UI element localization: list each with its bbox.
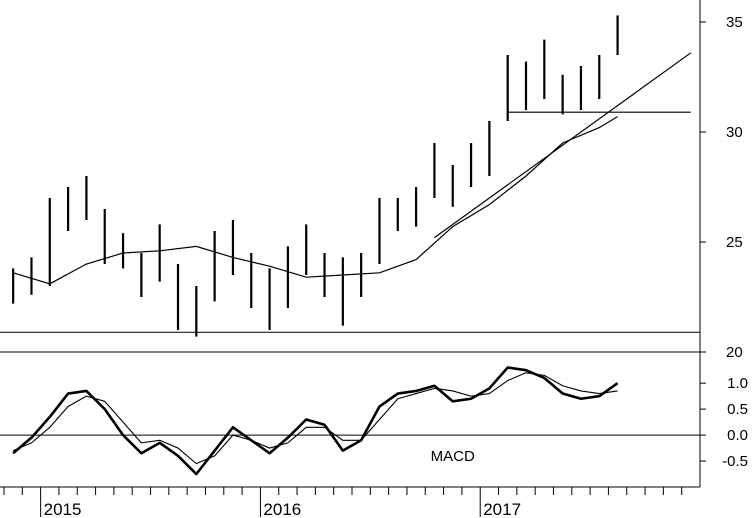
price-tick-label: 25 <box>726 234 743 251</box>
year-label: 2015 <box>44 500 82 518</box>
macd-panel: -0.5 0.0 0.5 1.0 MACD <box>0 366 748 476</box>
macd-tick-label: 0.5 <box>727 401 748 418</box>
year-label: 2016 <box>263 500 301 518</box>
macd-line <box>12 366 619 476</box>
macd-tick-label: 1.0 <box>727 375 748 392</box>
price-tick-label: 35 <box>726 14 743 31</box>
price-tick-label: 20 <box>726 344 743 361</box>
trend-line <box>434 52 692 239</box>
macd-annotation: MACD <box>431 448 475 465</box>
time-axis: 2015 2016 2017 <box>3 487 683 518</box>
price-tick-label: 30 <box>726 124 743 141</box>
year-label: 2017 <box>483 500 521 518</box>
macd-tick-label: -0.5 <box>722 453 748 470</box>
price-panel: 20 25 30 35 <box>0 14 743 361</box>
moving-average-line <box>12 116 618 285</box>
macd-tick-label: 0.0 <box>727 427 748 444</box>
signal-line <box>12 372 618 465</box>
